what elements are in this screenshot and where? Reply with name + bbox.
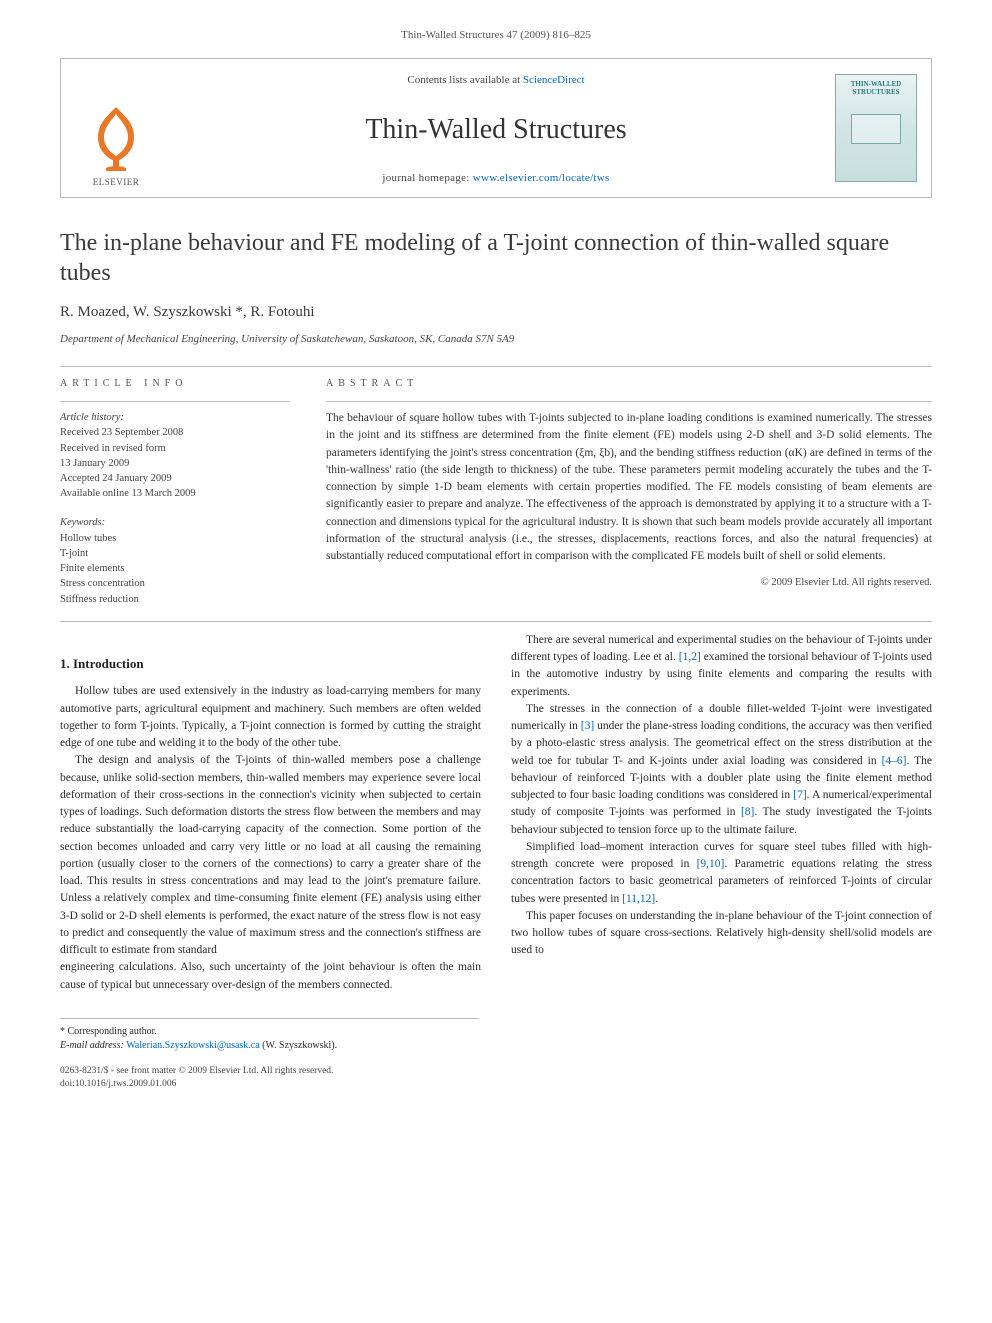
homepage-prefix: journal homepage:	[382, 172, 472, 184]
journal-cover-thumbnail: THIN-WALLED STRUCTURES	[835, 74, 917, 182]
article-info-heading: ARTICLE INFO	[60, 377, 290, 392]
masthead-cover: THIN-WALLED STRUCTURES	[821, 59, 931, 197]
journal-masthead: ELSEVIER Contents lists available at Sci…	[60, 58, 932, 198]
keyword-item: Stiffness reduction	[60, 592, 290, 607]
history-label: Article history:	[60, 410, 290, 425]
journal-name: Thin-Walled Structures	[365, 110, 626, 151]
doi-line: doi:10.1016/j.tws.2009.01.006	[60, 1078, 932, 1091]
citation-link[interactable]: [4–6]	[882, 755, 907, 767]
citation-link[interactable]: [3]	[581, 720, 594, 732]
keyword-item: Hollow tubes	[60, 531, 290, 546]
history-revised-line2: 13 January 2009	[60, 456, 290, 471]
abstract-text: The behaviour of square hollow tubes wit…	[326, 410, 932, 565]
divider-rule	[60, 401, 290, 402]
footer-meta: 0263-8231/$ - see front matter © 2009 El…	[60, 1065, 932, 1092]
body-paragraph: engineering calculations. Also, such unc…	[60, 959, 481, 994]
citation-link[interactable]: [8]	[741, 806, 754, 818]
author-list: R. Moazed, W. Szyszkowski *, R. Fotouhi	[60, 302, 932, 324]
keywords-block: Keywords: Hollow tubes T-joint Finite el…	[60, 515, 290, 606]
article-history: Article history: Received 23 September 2…	[60, 410, 290, 501]
divider-rule	[60, 621, 932, 622]
elsevier-tree-icon	[86, 102, 146, 172]
contents-prefix: Contents lists available at	[407, 74, 522, 86]
keyword-item: Finite elements	[60, 561, 290, 576]
abstract-copyright: © 2009 Elsevier Ltd. All rights reserved…	[326, 575, 932, 590]
history-online: Available online 13 March 2009	[60, 486, 290, 501]
email-paren: (W. Szyszkowski).	[260, 1040, 337, 1051]
abstract-column: ABSTRACT The behaviour of square hollow …	[326, 377, 932, 607]
citation-link[interactable]: [11,12]	[622, 893, 655, 905]
publisher-logo-block: ELSEVIER	[61, 59, 171, 197]
citation-link[interactable]: [9,10]	[697, 858, 725, 870]
running-head: Thin-Walled Structures 47 (2009) 816–825	[60, 28, 932, 44]
sciencedirect-link[interactable]: ScienceDirect	[523, 74, 585, 86]
corresponding-email-link[interactable]: Walerian.Szyszkowski@usask.ca	[126, 1040, 259, 1051]
citation-link[interactable]: [1,2]	[679, 651, 701, 663]
abstract-heading: ABSTRACT	[326, 377, 932, 392]
article-title: The in-plane behaviour and FE modeling o…	[60, 228, 932, 288]
journal-homepage-link[interactable]: www.elsevier.com/locate/tws	[473, 172, 610, 184]
journal-homepage-line: journal homepage: www.elsevier.com/locat…	[382, 171, 609, 187]
affiliation: Department of Mechanical Engineering, Un…	[60, 332, 932, 348]
body-text: .	[655, 893, 658, 905]
divider-rule	[60, 366, 932, 367]
citation-link[interactable]: [7]	[793, 789, 806, 801]
footnotes-block: * Corresponding author. E-mail address: …	[60, 1018, 479, 1053]
email-line: E-mail address: Walerian.Szyszkowski@usa…	[60, 1039, 479, 1053]
article-info-column: ARTICLE INFO Article history: Received 2…	[60, 377, 290, 607]
cover-title: THIN-WALLED STRUCTURES	[840, 81, 912, 96]
contents-available-line: Contents lists available at ScienceDirec…	[407, 73, 584, 89]
article-info-row: ARTICLE INFO Article history: Received 2…	[60, 377, 932, 607]
keywords-label: Keywords:	[60, 515, 290, 530]
author-names: R. Moazed, W. Szyszkowski *, R. Fotouhi	[60, 304, 315, 320]
body-paragraph: The stresses in the connection of a doub…	[511, 701, 932, 839]
masthead-center: Contents lists available at ScienceDirec…	[171, 59, 821, 197]
publisher-name: ELSEVIER	[93, 176, 140, 189]
corresponding-author-note: * Corresponding author.	[60, 1025, 479, 1039]
body-paragraph: Simplified load–moment interaction curve…	[511, 839, 932, 908]
section-heading: 1. Introduction	[60, 654, 481, 674]
body-paragraph: The design and analysis of the T-joints …	[60, 752, 481, 959]
history-revised-line1: Received in revised form	[60, 441, 290, 456]
cover-art-placeholder	[851, 114, 901, 144]
divider-rule	[326, 401, 932, 402]
body-paragraph: Hollow tubes are used extensively in the…	[60, 683, 481, 752]
body-two-column: 1. Introduction Hollow tubes are used ex…	[60, 632, 932, 994]
history-received: Received 23 September 2008	[60, 425, 290, 440]
body-paragraph: There are several numerical and experime…	[511, 632, 932, 701]
history-accepted: Accepted 24 January 2009	[60, 471, 290, 486]
body-paragraph: This paper focuses on understanding the …	[511, 908, 932, 960]
issn-front-matter: 0263-8231/$ - see front matter © 2009 El…	[60, 1065, 932, 1078]
keyword-item: Stress concentration	[60, 576, 290, 591]
email-label: E-mail address:	[60, 1040, 126, 1051]
keyword-item: T-joint	[60, 546, 290, 561]
